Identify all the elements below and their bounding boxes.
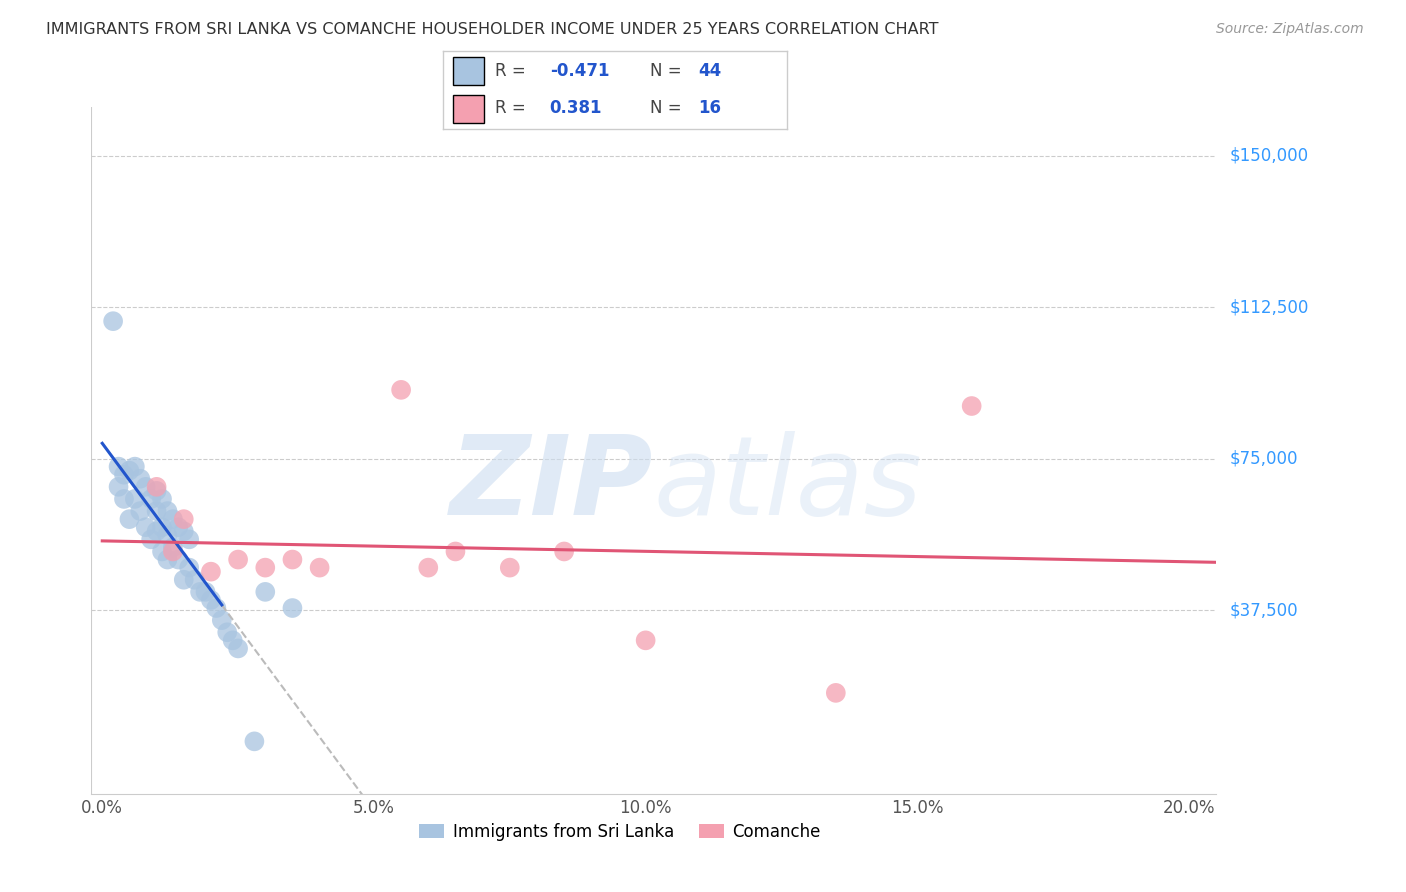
Point [162,541,184,555]
Point [118,512,141,526]
Point [824,686,846,700]
Text: N =: N = [650,62,686,80]
Point [145,480,167,494]
Text: 44: 44 [697,62,721,80]
Point [167,552,190,566]
Text: $37,500: $37,500 [1230,601,1299,619]
Point [960,399,983,413]
Point [634,633,657,648]
Point [308,560,330,574]
Point [156,528,179,542]
Text: Source: ZipAtlas.com: Source: ZipAtlas.com [1216,22,1364,37]
Point [135,480,157,494]
Point [205,601,228,615]
Point [444,544,467,558]
Text: $75,000: $75,000 [1230,450,1299,467]
Point [188,585,211,599]
Point [162,512,184,526]
Point [156,504,179,518]
Point [150,520,173,534]
Point [254,585,277,599]
Point [173,573,195,587]
Text: $112,500: $112,500 [1230,298,1309,316]
Point [173,524,195,539]
Text: R =: R = [495,99,530,117]
FancyBboxPatch shape [453,57,484,86]
Point [418,560,440,574]
Point [162,544,184,558]
Point [183,573,205,587]
Text: atlas: atlas [654,432,922,538]
Text: 16: 16 [697,99,721,117]
Point [173,512,195,526]
Point [129,472,152,486]
Text: -0.471: -0.471 [550,62,609,80]
Point [179,560,201,574]
Point [135,520,157,534]
Point [179,533,201,547]
Point [129,504,152,518]
Point [112,491,135,506]
Point [141,491,163,506]
Point [200,593,222,607]
Point [107,459,129,474]
Point [150,491,173,506]
Point [281,601,304,615]
Point [124,459,146,474]
Text: ZIP: ZIP [450,432,654,538]
Point [194,585,217,599]
Point [281,552,304,566]
Point [211,613,233,627]
Text: N =: N = [650,99,686,117]
Point [145,483,167,498]
Text: $150,000: $150,000 [1230,146,1309,164]
Text: IMMIGRANTS FROM SRI LANKA VS COMANCHE HOUSEHOLDER INCOME UNDER 25 YEARS CORRELAT: IMMIGRANTS FROM SRI LANKA VS COMANCHE HO… [46,22,939,37]
Point [101,314,124,328]
Point [156,552,179,566]
Point [145,504,167,518]
Point [217,625,239,640]
Point [243,734,266,748]
Point [124,491,146,506]
Point [167,520,190,534]
Text: R =: R = [495,62,530,80]
Point [150,544,173,558]
Point [499,560,522,574]
Point [145,524,167,539]
Point [389,383,412,397]
FancyBboxPatch shape [453,95,484,123]
Point [200,565,222,579]
Point [107,480,129,494]
Point [112,467,135,482]
Legend: Immigrants from Sri Lanka, Comanche: Immigrants from Sri Lanka, Comanche [413,816,827,847]
Point [553,544,575,558]
Point [221,633,243,648]
Point [226,641,249,656]
Point [118,464,141,478]
Point [254,560,277,574]
Text: 0.381: 0.381 [550,99,602,117]
Point [141,533,163,547]
Point [226,552,249,566]
